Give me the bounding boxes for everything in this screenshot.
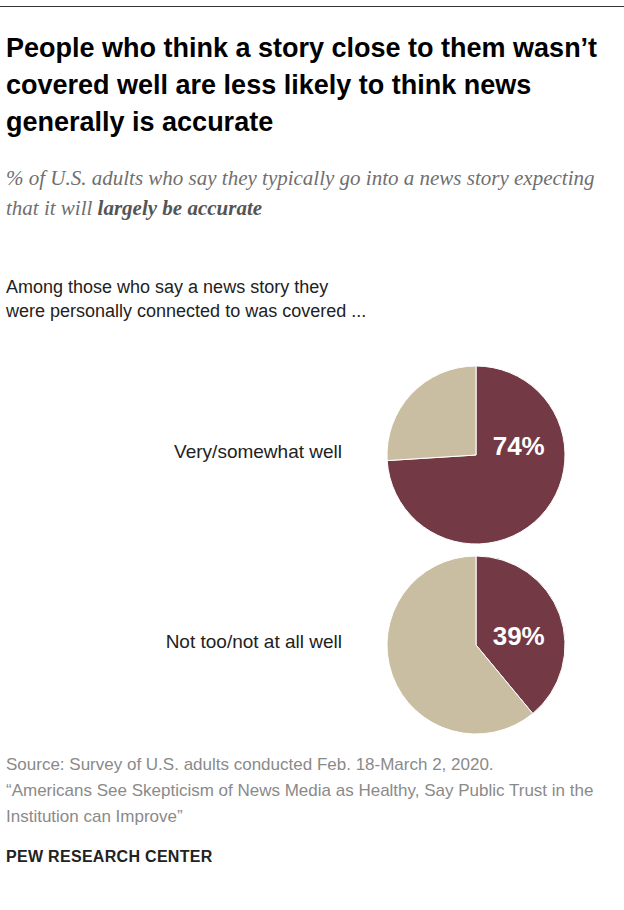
html-text:Not too/not at all well: Not too/not at all well bbox=[165, 631, 342, 652]
html-text:“Americans See Skepticism of N: “Americans See Skepticism of News Media … bbox=[6, 781, 594, 826]
html-text:People who think a story close: People who think a story close to them w… bbox=[6, 33, 598, 137]
html-text:Very/somewhat well: Very/somewhat well bbox=[174, 441, 342, 462]
html-text:Among those who say a news sto: Among those who say a news story they we… bbox=[6, 277, 367, 321]
html-text:Source: Survey of U.S. adults: Source: Survey of U.S. adults conducted … bbox=[6, 755, 494, 774]
svg-text:74%: 74% bbox=[493, 431, 545, 461]
html-text:PEW RESEARCH CENTER: PEW RESEARCH CENTER bbox=[6, 848, 213, 865]
svg-text:39%: 39% bbox=[493, 621, 545, 651]
html-text:% of U.S. adults who say they: % of U.S. adults who say they typically … bbox=[6, 166, 595, 220]
